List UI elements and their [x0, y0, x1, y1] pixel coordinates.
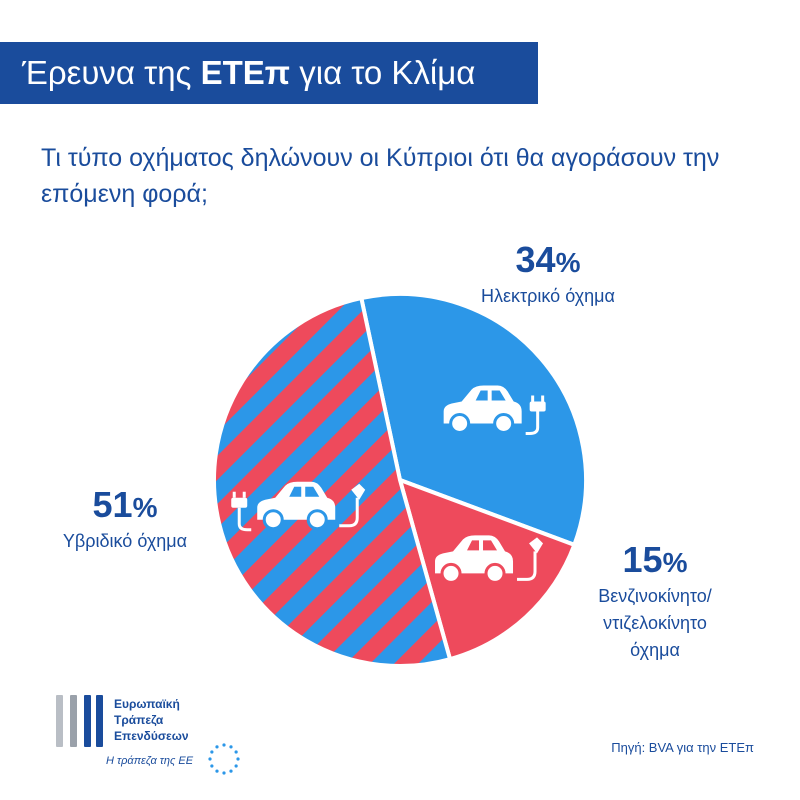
- hybrid-car-icon: [231, 481, 366, 532]
- electric-pct: 34%: [448, 240, 648, 283]
- electric-value: 34: [515, 239, 556, 280]
- title-bold: ΕΤΕπ: [200, 54, 291, 91]
- hybrid-pct: 51%: [30, 485, 220, 528]
- hybrid-value: 51: [92, 484, 133, 525]
- title-post: για το Κλίμα: [290, 54, 476, 91]
- fuel-pct: 15%: [570, 540, 740, 583]
- fuel-car-icon: [435, 535, 544, 584]
- title-banner: Έρευνα της ΕΤΕπ για το Κλίμα: [0, 42, 538, 104]
- slice-hybrid: [212, 295, 453, 668]
- chart-question: Τι τύπο οχήματος δηλώνουν οι Κύπριοι ότι…: [41, 144, 720, 208]
- fuel-name-line2: ντιζελοκίνητο: [603, 613, 707, 633]
- eu-stars-icon: [208, 743, 240, 775]
- electric-car-icon: [443, 385, 546, 436]
- hybrid-unit: %: [132, 492, 158, 523]
- fuel-name-line1: Βενζινοκίνητο/: [598, 586, 712, 606]
- electric-unit: %: [555, 247, 581, 278]
- hybrid-label: 51% Υβριδικό όχημα: [30, 485, 220, 555]
- fuel-name-line3: όχημα: [630, 640, 680, 660]
- electric-label: 34% Ηλεκτρικό όχημα: [448, 240, 648, 310]
- hybrid-name: Υβριδικό όχημα: [62, 531, 188, 551]
- eib-logo-bars: [56, 695, 106, 747]
- source-note: Πηγή: BVA για την ΕΤΕπ: [611, 740, 754, 755]
- eib-logo-text: Ευρωπαϊκή Τράπεζα Επενδύσεων: [114, 696, 224, 744]
- fuel-label: 15% Βενζινοκίνητο/ ντιζελοκίνητο όχημα: [570, 540, 740, 664]
- fuel-value: 15: [622, 539, 663, 580]
- electric-name: Ηλεκτρικό όχημα: [481, 286, 615, 306]
- eib-logo-line1: Ευρωπαϊκή: [114, 697, 180, 711]
- eib-tagline: Η τράπεζα της ΕΕ: [106, 755, 194, 767]
- eib-logo-line3: Επενδύσεων: [114, 729, 189, 743]
- title-pre: Έρευνα της: [22, 54, 201, 91]
- eib-logo-line2: Τράπεζα: [114, 713, 164, 727]
- fuel-unit: %: [662, 547, 688, 578]
